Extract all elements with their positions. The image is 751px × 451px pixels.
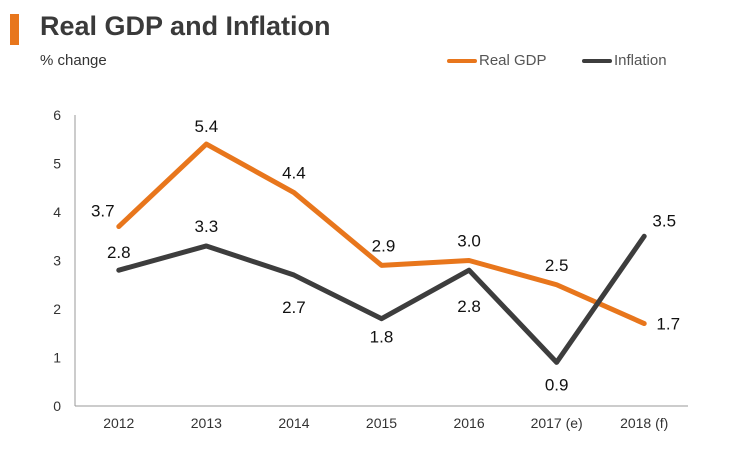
series-line-inflation [116, 233, 647, 365]
y-tick-label: 5 [53, 156, 61, 172]
x-tick-label: 2017 (e) [531, 415, 583, 431]
data-label-inflation: 0.9 [545, 375, 569, 394]
data-label-real-gdp: 3.0 [457, 232, 481, 251]
x-tick-label: 2014 [278, 415, 309, 431]
data-label-real-gdp: 3.7 [91, 202, 115, 221]
legend-item-inflation: Inflation [582, 52, 667, 69]
data-label-real-gdp: 1.7 [656, 315, 680, 334]
x-tick-label: 2018 (f) [620, 415, 668, 431]
y-tick-label: 6 [53, 107, 61, 123]
x-tick-label: 2016 [453, 415, 484, 431]
data-label-real-gdp: 4.4 [282, 164, 306, 183]
data-label-inflation: 2.7 [282, 298, 306, 317]
data-label-inflation: 3.5 [652, 211, 676, 230]
x-tick-label: 2015 [366, 415, 397, 431]
legend-label-real-gdp: Real GDP [479, 52, 547, 69]
data-label-real-gdp: 2.9 [372, 236, 396, 255]
data-label-inflation: 3.3 [195, 217, 219, 236]
y-axis-unit-label: % change [40, 52, 107, 69]
y-tick-label: 2 [53, 301, 61, 317]
data-label-real-gdp: 5.4 [195, 117, 219, 136]
data-label-inflation: 2.8 [457, 297, 481, 316]
data-label-real-gdp: 2.5 [545, 256, 569, 275]
series-line-real-gdp [116, 141, 647, 327]
x-tick-label: 2012 [103, 415, 134, 431]
x-tick-label: 2013 [191, 415, 222, 431]
legend-item-real-gdp: Real GDP [447, 52, 547, 69]
y-tick-label: 0 [53, 398, 61, 414]
data-label-inflation: 1.8 [370, 328, 394, 347]
y-tick-label: 1 [53, 350, 61, 366]
legend-swatch-inflation [582, 58, 612, 63]
y-tick-label: 3 [53, 253, 61, 269]
legend-swatch-real-gdp [447, 58, 477, 63]
data-label-inflation: 2.8 [107, 243, 131, 262]
legend-label-inflation: Inflation [614, 52, 667, 69]
title-accent-bar [10, 14, 19, 45]
chart-title: Real GDP and Inflation [40, 11, 331, 41]
y-tick-label: 4 [53, 204, 61, 220]
